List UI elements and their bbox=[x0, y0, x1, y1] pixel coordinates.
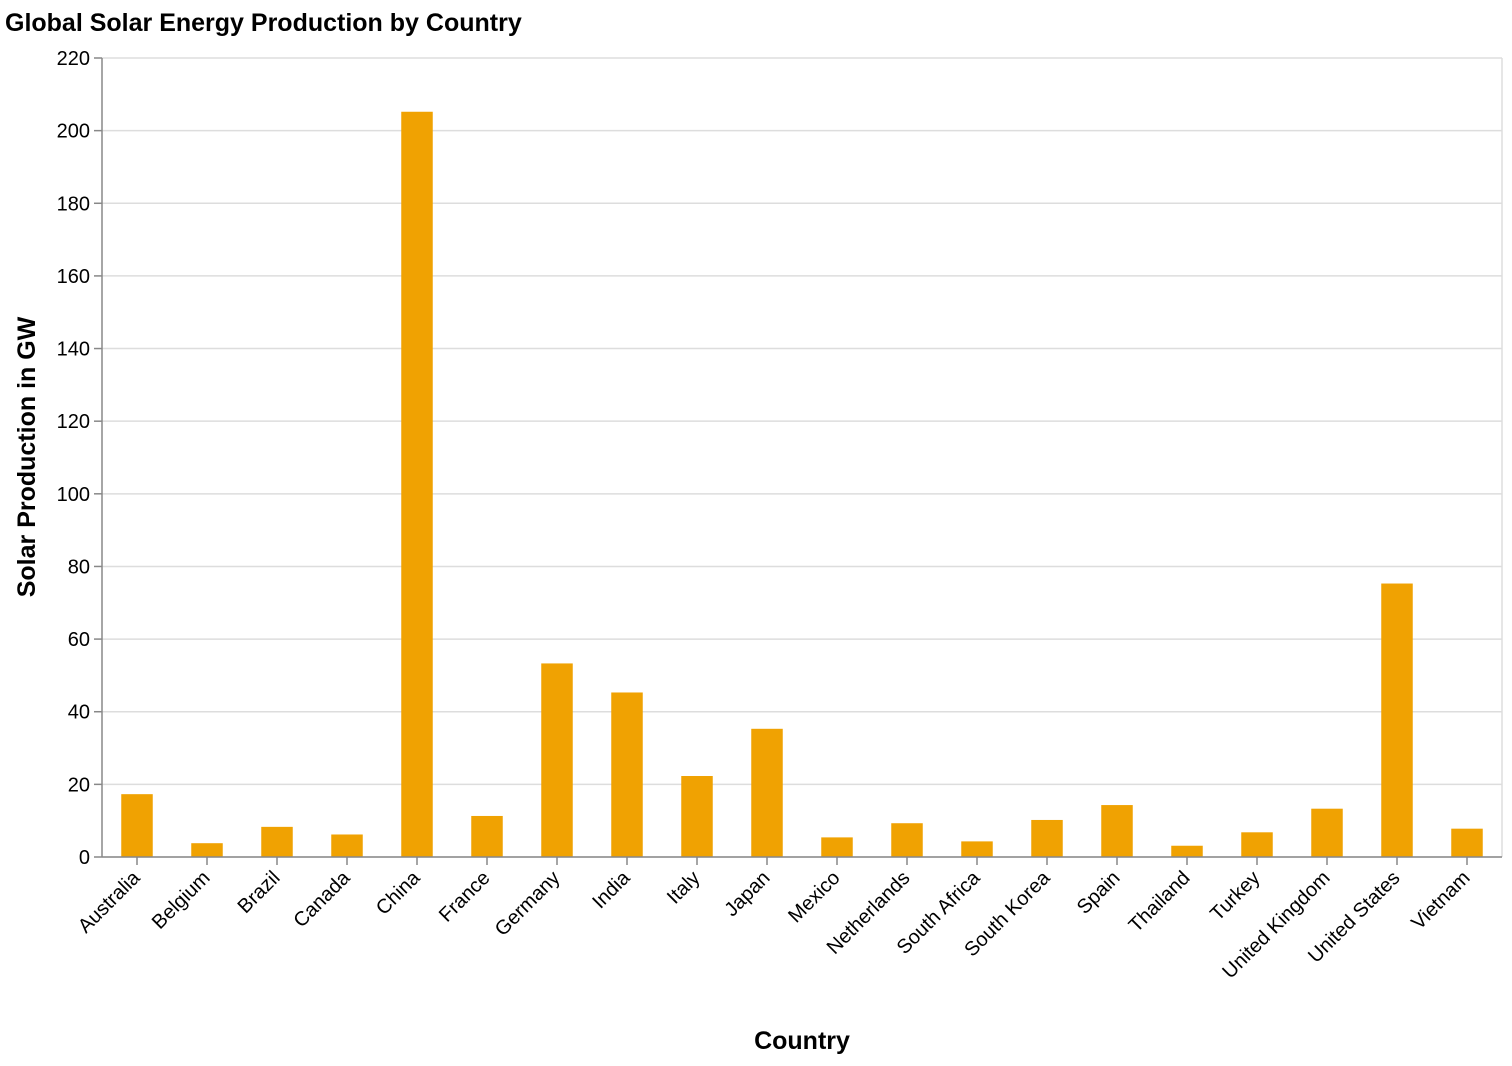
bar-netherlands bbox=[891, 823, 923, 857]
x-tick-label: Thailand bbox=[1125, 867, 1195, 937]
y-tick-label: 20 bbox=[68, 774, 90, 796]
x-tick-label: Italy bbox=[663, 867, 704, 908]
bar-spain bbox=[1101, 805, 1133, 857]
bar-canada bbox=[331, 834, 363, 857]
y-tick-label: 200 bbox=[57, 121, 90, 143]
bar-south-korea bbox=[1031, 819, 1063, 857]
bar-brazil bbox=[261, 826, 293, 857]
bar-italy bbox=[681, 776, 713, 857]
x-tick-label: Mexico bbox=[784, 867, 844, 927]
bar-germany bbox=[541, 663, 573, 857]
x-tick-label: Brazil bbox=[234, 867, 285, 918]
x-axis-title: Country bbox=[754, 1027, 850, 1055]
bar-japan bbox=[751, 728, 783, 857]
y-tick-label: 220 bbox=[57, 48, 90, 70]
bars bbox=[121, 111, 1483, 857]
y-tick-label: 40 bbox=[68, 702, 90, 724]
gridlines bbox=[102, 57, 1503, 858]
bar-turkey bbox=[1241, 832, 1273, 857]
bar-mexico bbox=[821, 837, 853, 857]
y-tick-label: 160 bbox=[57, 266, 90, 288]
x-tick-label: Canada bbox=[289, 866, 355, 932]
x-tick-label: Spain bbox=[1073, 867, 1125, 919]
bar-united-kingdom bbox=[1311, 808, 1343, 857]
x-tick-label: Australia bbox=[74, 866, 145, 937]
bar-australia bbox=[121, 794, 153, 857]
y-tick-label: 80 bbox=[68, 556, 90, 578]
x-tick-label: Japan bbox=[720, 867, 774, 921]
x-tick-label: India bbox=[588, 866, 635, 913]
y-tick-label: 0 bbox=[79, 847, 90, 869]
y-axis-title: Solar Production in GW bbox=[13, 316, 41, 597]
bar-france bbox=[471, 815, 503, 857]
x-axis: Australia Belgium Brazil Canada China FranceG… bbox=[74, 856, 1502, 983]
x-tick-label: Vietnam bbox=[1407, 867, 1474, 934]
x-tick-label: Germany bbox=[491, 867, 565, 941]
x-tick-label: China bbox=[372, 866, 425, 919]
bar-united-states bbox=[1381, 583, 1413, 857]
bar-india bbox=[611, 692, 643, 857]
bar-belgium bbox=[191, 843, 223, 857]
x-tick-label: Belgium bbox=[148, 867, 215, 934]
y-tick-label: 120 bbox=[57, 411, 90, 433]
bar-thailand bbox=[1171, 845, 1203, 857]
bar-china bbox=[401, 111, 433, 857]
y-tick-label: 100 bbox=[57, 484, 90, 506]
bar-south-africa bbox=[961, 841, 993, 857]
bar-vietnam bbox=[1451, 828, 1483, 857]
x-tick-label: Turkey bbox=[1206, 867, 1264, 925]
chart-title: Global Solar Energy Production by Countr… bbox=[5, 9, 522, 37]
y-tick-label: 180 bbox=[57, 193, 90, 215]
y-axis: 0 20 40 60 80 100 120 140 160 180 200 220 bbox=[57, 48, 103, 869]
y-tick-label: 60 bbox=[68, 629, 90, 651]
y-tick-label: 140 bbox=[57, 339, 90, 361]
x-tick-label: France bbox=[435, 867, 495, 927]
